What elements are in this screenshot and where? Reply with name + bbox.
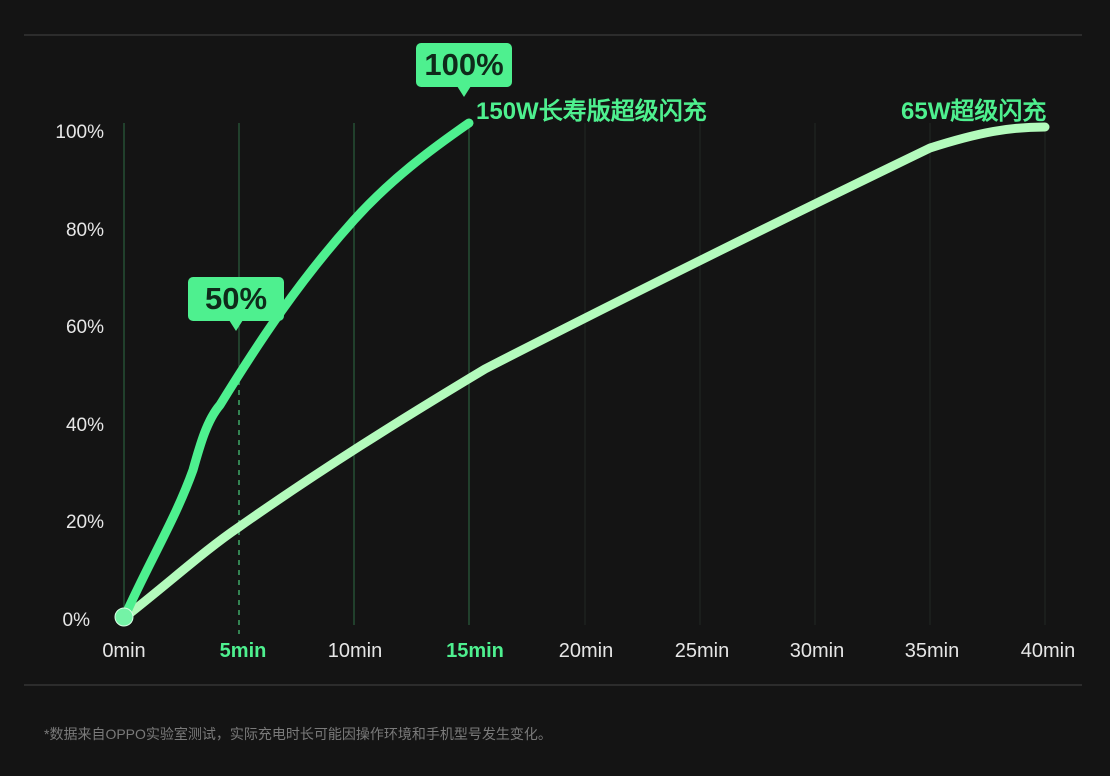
y-tick-100: 100% [55, 122, 104, 143]
top-divider [24, 34, 1082, 36]
x-tick-40min: 40min [1020, 640, 1076, 662]
x-tick-30min: 30min [789, 640, 845, 662]
x-tick-5min: 5min [219, 640, 267, 662]
y-tick-60: 60% [65, 317, 104, 338]
y-tick-80: 80% [65, 220, 104, 241]
x-tick-0min: 0min [102, 640, 146, 662]
bottom-divider [24, 684, 1082, 686]
callout-50-percent: 50% [188, 277, 284, 331]
y-tick-40: 40% [65, 415, 104, 436]
grid-lines [123, 123, 1046, 634]
origin-point [114, 607, 134, 627]
y-tick-0: 0% [62, 610, 90, 631]
series-150w-line [119, 118, 474, 623]
x-tick-10min: 10min [327, 640, 383, 662]
series-label-150w: 150W长寿版超级闪充 [476, 98, 707, 125]
footnote: *数据来自OPPO实验室测试，实际充电时长可能因操作环境和手机型号发生变化。 [44, 726, 552, 742]
series-65w-line [119, 122, 1050, 623]
callout-100-percent: 100% [416, 43, 512, 97]
x-tick-20min: 20min [558, 640, 614, 662]
x-tick-35min: 35min [904, 640, 960, 662]
y-tick-20: 20% [65, 512, 104, 533]
x-tick-25min: 25min [674, 640, 730, 662]
series-label-65w: 65W超级闪充 [901, 98, 1047, 125]
x-tick-15min: 15min [446, 640, 504, 662]
